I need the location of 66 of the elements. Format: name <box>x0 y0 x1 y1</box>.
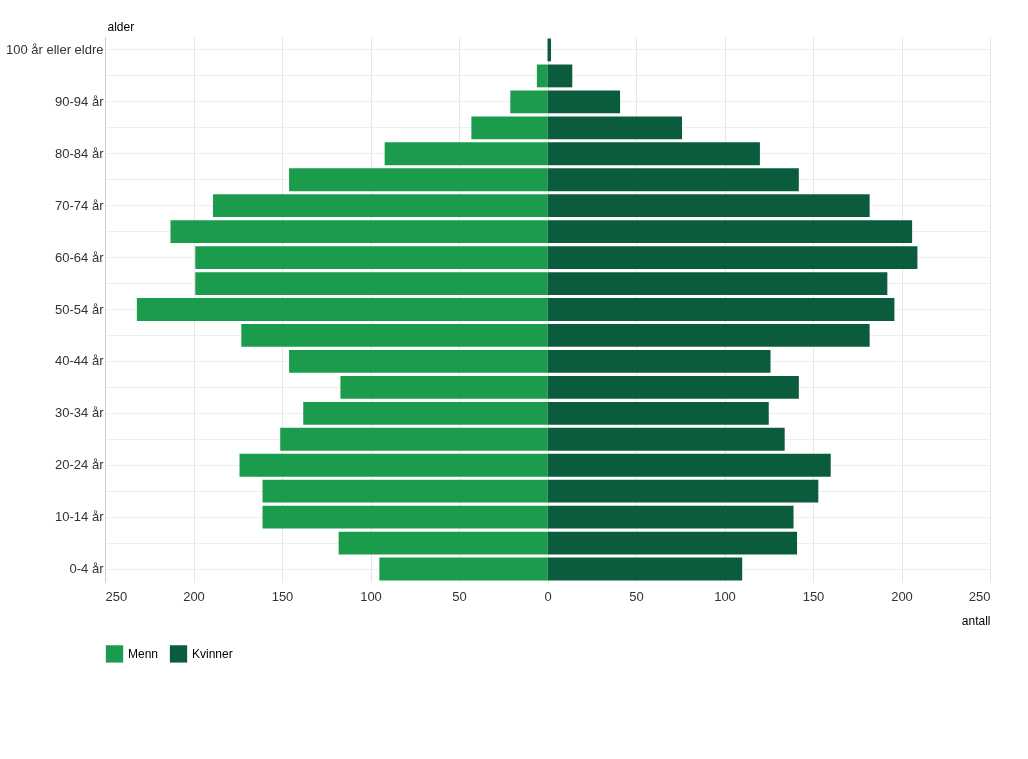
x-tick-label: 50 <box>452 588 467 604</box>
bar <box>280 427 548 451</box>
y-tick-label: 40-44 år <box>55 353 105 369</box>
bar <box>212 194 548 218</box>
bar <box>262 505 548 529</box>
bar <box>340 375 548 399</box>
x-tick-label: 250 <box>968 588 991 604</box>
bar <box>547 272 888 295</box>
y-tick-label: 20-24 år <box>55 457 105 473</box>
x-tick-label: 200 <box>891 588 913 604</box>
legend-label: Kvinner <box>192 646 233 661</box>
y-tick-label: 70-74 år <box>55 197 105 213</box>
x-tick-label: 100 <box>714 588 736 604</box>
bar <box>195 246 548 270</box>
y-tick-label: 30-34 år <box>55 405 105 421</box>
bar <box>471 116 548 140</box>
bar <box>241 324 548 347</box>
bar <box>547 479 819 503</box>
x-tick-label: 150 <box>802 588 825 604</box>
bar <box>547 375 799 399</box>
bar <box>547 116 683 140</box>
bar <box>379 557 548 581</box>
bar <box>262 479 548 503</box>
bar <box>136 298 548 321</box>
x-tick-label: 200 <box>183 588 205 604</box>
bar <box>170 220 548 244</box>
bar <box>547 531 798 555</box>
y-tick-label: 100 år eller eldre <box>5 41 104 57</box>
bar <box>547 64 573 88</box>
y-tick-label: 80-84 år <box>55 145 105 161</box>
bar <box>547 142 760 166</box>
bar <box>547 298 895 321</box>
bar <box>547 246 918 270</box>
y-tick-label: 10-14 år <box>55 509 105 525</box>
bar <box>547 453 831 477</box>
x-tick-label: 250 <box>105 588 128 604</box>
bar <box>547 90 621 114</box>
x-tick-label: 50 <box>629 588 644 604</box>
bar <box>338 531 548 555</box>
bar <box>547 194 870 218</box>
x-tick-label: 0 <box>544 588 552 604</box>
legend-label: Menn <box>128 646 159 661</box>
y-tick-label: 0-4 år <box>69 561 105 577</box>
bar <box>547 324 870 347</box>
bar <box>289 168 548 192</box>
y-tick-label: 50-54 år <box>55 301 105 317</box>
bar <box>289 349 548 373</box>
bar <box>547 220 913 244</box>
bar <box>547 349 771 373</box>
bar <box>384 142 548 166</box>
bar <box>536 64 548 88</box>
y-tick-label: 60-64 år <box>55 249 105 265</box>
bar <box>547 401 769 425</box>
bar <box>303 401 548 425</box>
bar <box>239 453 548 477</box>
x-tick-label: 100 <box>360 588 382 604</box>
bar <box>547 557 743 581</box>
bar <box>547 168 799 192</box>
y-axis-title: alder <box>107 19 135 34</box>
bar <box>547 505 794 529</box>
bar <box>195 272 548 295</box>
x-tick-label: 150 <box>271 588 294 604</box>
bar <box>547 427 785 451</box>
bar <box>510 90 548 114</box>
x-axis-title: antall <box>961 613 991 628</box>
y-tick-label: 90-94 år <box>55 93 105 109</box>
